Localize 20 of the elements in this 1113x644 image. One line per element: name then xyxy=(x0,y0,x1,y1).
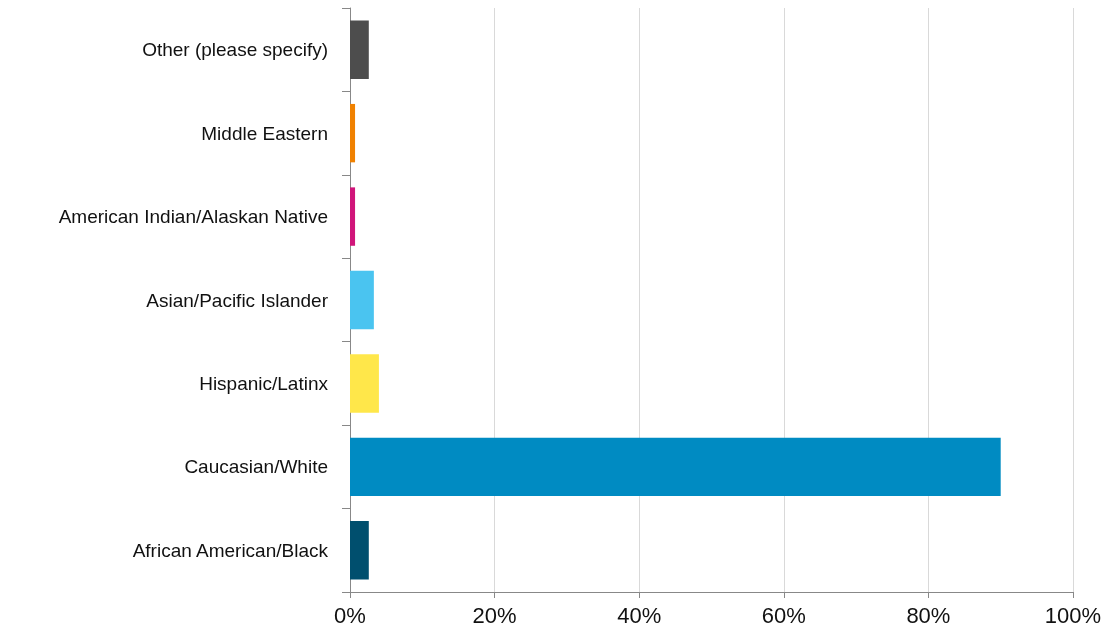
bar xyxy=(350,103,356,163)
bar xyxy=(350,20,369,79)
bar xyxy=(350,437,1001,497)
x-tick-label: 60% xyxy=(761,602,806,628)
bar xyxy=(350,187,356,246)
y-tick-label: Other (please specify) xyxy=(142,39,328,61)
x-tick-label: 80% xyxy=(906,602,951,628)
y-tick-label: Asian/Pacific Islander xyxy=(146,289,329,311)
bar xyxy=(350,521,369,580)
y-tick-label: African American/Black xyxy=(132,539,329,561)
y-tick-label: Middle Eastern xyxy=(201,122,328,144)
bar xyxy=(350,354,379,413)
x-tick-label: 100% xyxy=(1044,602,1102,628)
bar xyxy=(350,270,374,330)
x-tick-label: 40% xyxy=(617,602,662,628)
x-tick-label: 0% xyxy=(334,602,366,628)
x-tick-label: 20% xyxy=(472,602,517,628)
y-tick-label: Caucasian/White xyxy=(184,456,328,478)
y-tick-label: American Indian/Alaskan Native xyxy=(58,206,328,228)
y-tick-label: Hispanic/Latinx xyxy=(199,372,329,394)
